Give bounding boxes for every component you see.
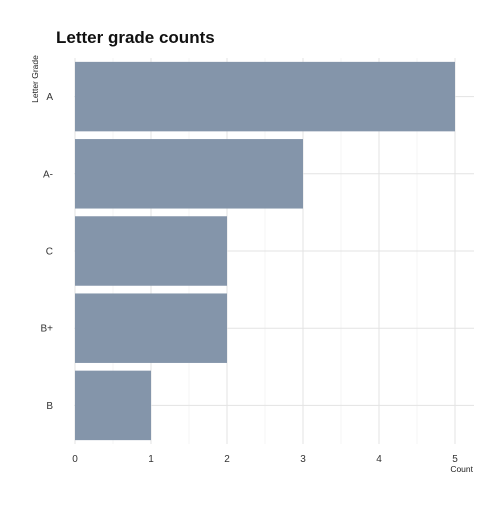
- x-axis-ticks: 0 1 2 3 4 5: [72, 454, 458, 465]
- x-tick-label: 2: [224, 454, 230, 465]
- x-tick-label: 0: [72, 454, 78, 465]
- bar-B: [75, 370, 151, 441]
- y-axis-ticks: A A- C B+ B: [40, 92, 53, 412]
- x-tick-label: 4: [376, 454, 382, 465]
- y-tick-label: A-: [43, 169, 53, 180]
- bar-A: [75, 61, 455, 132]
- x-tick-label: 5: [452, 454, 458, 465]
- y-tick-label: B+: [40, 324, 53, 335]
- bar-B+: [75, 293, 227, 363]
- x-axis-title: Count: [450, 464, 473, 474]
- x-tick-label: 3: [300, 454, 306, 465]
- y-tick-label: B: [46, 401, 53, 412]
- y-tick-label: A: [46, 92, 53, 103]
- bar-A-: [75, 139, 303, 209]
- x-tick-label: 1: [148, 454, 154, 465]
- chart-title: Letter grade counts: [56, 28, 215, 47]
- y-axis-title: Letter Grade: [30, 55, 40, 103]
- bar-C: [75, 216, 227, 286]
- bars: [75, 61, 455, 441]
- y-tick-label: C: [46, 247, 53, 258]
